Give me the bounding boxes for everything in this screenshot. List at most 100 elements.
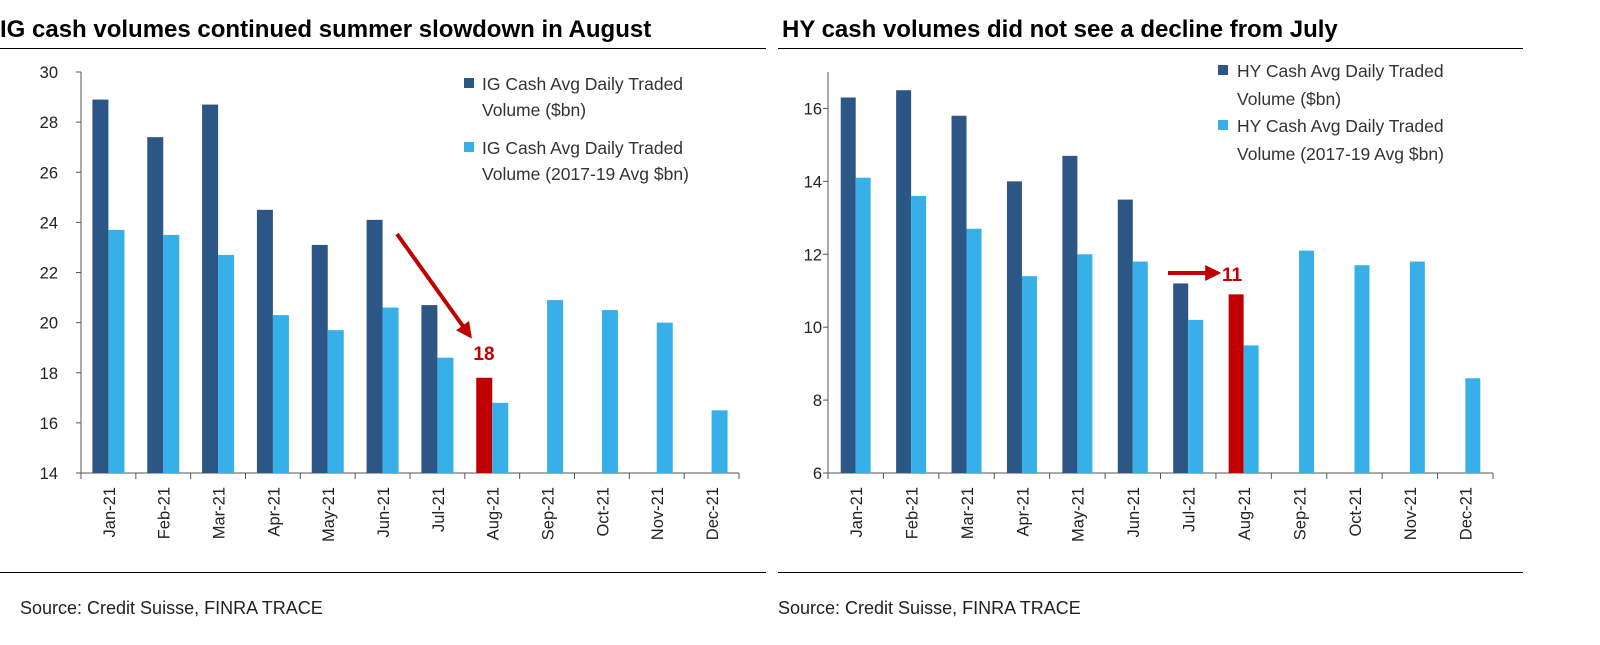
bar-avg-apr-21 <box>272 315 289 473</box>
x-tick-label: Jul-21 <box>1181 487 1199 532</box>
bar-avg-aug-21 <box>1243 345 1259 473</box>
bar-current-feb-21 <box>896 90 912 474</box>
annotation-label: 11 <box>1222 265 1243 286</box>
legend-label: Volume (2017-19 Avg $bn) <box>1237 144 1444 164</box>
x-tick-label: Nov-21 <box>649 487 667 540</box>
bar-avg-sep-21 <box>547 300 564 473</box>
x-tick-label: Jan-21 <box>848 487 866 537</box>
legend-label: Volume ($bn) <box>482 100 586 120</box>
legend-swatch <box>464 142 474 152</box>
bar-avg-apr-21 <box>1021 276 1037 473</box>
x-tick-label: Jul-21 <box>430 487 448 532</box>
legend-swatch <box>464 78 474 88</box>
x-tick-label: Feb-21 <box>156 487 174 539</box>
ig-chart-title: IG cash volumes continued summer slowdow… <box>0 16 652 43</box>
ig-chart: 14 16 18 20 22 24 26 28 30 Jan-21 Feb-21 Mar-21 Apr-… <box>40 64 740 542</box>
legend-label: HY Cash Avg Daily Traded <box>1237 116 1444 136</box>
y-tick-label: 14 <box>804 173 822 191</box>
bar-avg-mar-21 <box>218 254 235 473</box>
bar-avg-nov-21 <box>1409 261 1425 473</box>
x-tick-label: May-21 <box>320 487 338 542</box>
y-tick-label: 28 <box>40 114 58 132</box>
bar-avg-oct-21 <box>1354 265 1370 473</box>
x-tick-label: Apr-21 <box>265 487 283 537</box>
annotation-arrow <box>395 232 472 339</box>
y-tick-label: 14 <box>40 465 58 483</box>
bar-current-feb-21 <box>147 137 164 473</box>
x-tick-label: Oct-21 <box>594 487 612 537</box>
x-tick-label: Dec-21 <box>1458 487 1476 540</box>
x-tick-label: Apr-21 <box>1014 487 1032 537</box>
bar-avg-jun-21 <box>382 307 399 473</box>
y-tick-label: 10 <box>804 319 822 337</box>
x-tick-label: Sep-21 <box>539 487 557 540</box>
y-tick-label: 18 <box>40 365 58 383</box>
bar-current-jul-21 <box>1173 283 1189 473</box>
ig-chart-panel: IG cash volumes continued summer slowdow… <box>0 0 790 645</box>
bar-avg-sep-21 <box>1299 250 1315 473</box>
y-tick-label: 22 <box>40 265 58 283</box>
x-tick-label: Jan-21 <box>101 487 119 537</box>
hy-source-rule <box>778 572 1523 573</box>
bar-avg-nov-21 <box>656 322 673 473</box>
x-tick-label: Jun-21 <box>1125 487 1143 537</box>
bar-avg-jul-21 <box>437 357 454 473</box>
bar-current-jun-21 <box>1117 199 1133 473</box>
y-tick-label: 16 <box>804 100 822 118</box>
bar-current-apr-21 <box>256 209 273 473</box>
hy-chart: 6 8 10 12 14 16 Jan-21 Feb-21 Mar-21 Apr-21 May-21… <box>804 61 1494 542</box>
x-tick-label: Mar-21 <box>959 487 977 539</box>
bar-current-jul-21 <box>421 305 438 473</box>
bar-avg-may-21 <box>327 330 344 473</box>
y-tick-label: 24 <box>40 214 58 232</box>
y-tick-label: 26 <box>40 164 58 182</box>
bar-avg-mar-21 <box>966 228 982 473</box>
legend-label: HY Cash Avg Daily Traded <box>1237 61 1444 81</box>
bar-current-mar-21 <box>202 104 219 474</box>
y-tick-label: 16 <box>40 415 58 433</box>
bar-current-mar-21 <box>951 115 967 473</box>
highlight-bar-current-aug-21 <box>1228 294 1244 473</box>
legend-label: Volume ($bn) <box>1237 89 1341 109</box>
x-tick-label: Oct-21 <box>1347 487 1365 537</box>
bar-current-may-21 <box>1062 155 1078 473</box>
x-tick-label: Mar-21 <box>210 487 228 539</box>
bar-current-may-21 <box>311 244 328 473</box>
legend-label: IG Cash Avg Daily Traded <box>482 138 683 158</box>
x-tick-label: Dec-21 <box>704 487 722 540</box>
bar-current-apr-21 <box>1006 181 1022 473</box>
annotation-label: 18 <box>473 344 494 365</box>
bar-avg-feb-21 <box>911 195 927 474</box>
bar-current-jan-21 <box>840 97 856 473</box>
bar-avg-may-21 <box>1077 254 1093 473</box>
legend-label: Volume (2017-19 Avg $bn) <box>482 164 689 184</box>
y-tick-label: 20 <box>40 315 58 333</box>
y-tick-label: 6 <box>813 465 822 483</box>
hy-chart-panel: HY cash volumes did not see a decline fr… <box>778 0 1570 645</box>
bar-current-jun-21 <box>366 219 383 473</box>
y-tick-label: 12 <box>804 246 822 264</box>
x-tick-label: Sep-21 <box>1291 487 1309 540</box>
bar-avg-oct-21 <box>601 310 618 473</box>
x-tick-label: Aug-21 <box>1236 487 1254 540</box>
hy-chart-title: HY cash volumes did not see a decline fr… <box>782 16 1338 43</box>
bar-avg-jul-21 <box>1188 319 1204 473</box>
bar-avg-dec-21 <box>1465 378 1481 473</box>
bar-current-jan-21 <box>92 99 109 473</box>
bar-avg-dec-21 <box>711 410 728 473</box>
ig-chart-source: Source: Credit Suisse, FINRA TRACE <box>20 598 323 618</box>
bar-avg-feb-21 <box>163 234 180 473</box>
bar-avg-jan-21 <box>108 229 125 473</box>
x-tick-label: Jun-21 <box>375 487 393 537</box>
legend-swatch <box>1218 120 1228 130</box>
hy-chart-source: Source: Credit Suisse, FINRA TRACE <box>778 598 1081 618</box>
x-tick-label: Feb-21 <box>903 487 921 539</box>
x-tick-label: Nov-21 <box>1402 487 1420 540</box>
y-tick-label: 8 <box>813 392 822 410</box>
ig-source-rule <box>0 572 766 573</box>
ig-title-rule <box>0 48 766 49</box>
bar-avg-aug-21 <box>492 402 509 473</box>
legend-label: IG Cash Avg Daily Traded <box>482 74 683 94</box>
highlight-bar-current-aug-21 <box>476 377 493 473</box>
bar-avg-jun-21 <box>1132 261 1148 473</box>
